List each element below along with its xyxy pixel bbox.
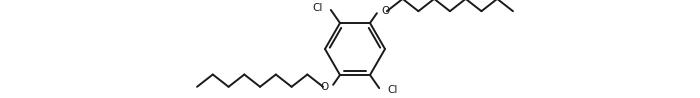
Text: O: O — [381, 6, 389, 16]
Text: O: O — [321, 82, 329, 92]
Text: Cl: Cl — [387, 85, 398, 95]
Text: Cl: Cl — [312, 3, 323, 13]
